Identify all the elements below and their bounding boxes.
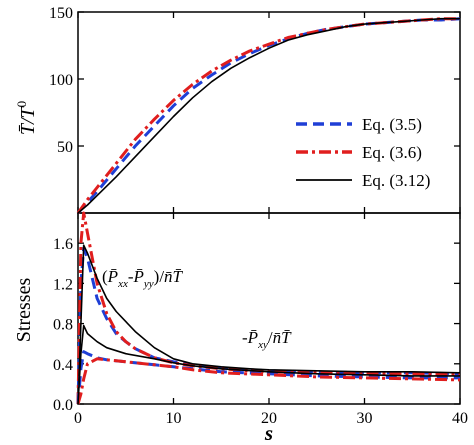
legend-label-eq35: Eq. (3.5) (362, 115, 422, 134)
top-y-tick-label: 100 (49, 72, 73, 89)
top-y-tick-label: 50 (57, 139, 73, 156)
legend: Eq. (3.5) Eq. (3.6) Eq. (3.12) (296, 115, 430, 190)
bottom-series-line-1 (76, 211, 461, 405)
legend-label-eq36: Eq. (3.6) (362, 143, 422, 162)
bottom-axis-ticks: 0 10 20 30 40 0.0 0.4 0.8 1.2 1.6 (53, 213, 468, 427)
svg-text:-P̄xy/n̄T̄: -P̄xy/n̄T̄ (242, 328, 292, 351)
top-axis-ticks: 50 100 150 (49, 5, 461, 213)
bottom-series-line-2 (77, 244, 461, 405)
x-tick-label: 20 (261, 410, 277, 427)
x-tick-label: 40 (452, 410, 468, 427)
x-tick-label: 10 (166, 410, 182, 427)
legend-label-eq312: Eq. (3.12) (362, 171, 430, 190)
bottom-y-tick-label: 1.6 (53, 236, 73, 253)
top-series-group (76, 17, 461, 214)
bottom-series-line-3 (76, 350, 460, 405)
x-tick-label: 30 (357, 410, 373, 427)
x-axis-label: s (264, 421, 273, 445)
bottom-series-group (76, 211, 461, 405)
bottom-series-line-4 (76, 357, 461, 405)
svg-text:(P̄xx-P̄yy)/n̄T̄: (P̄xx-P̄yy)/n̄T̄ (102, 267, 184, 290)
bottom-y-tick-label: 0.8 (53, 317, 73, 334)
top-y-tick-label: 150 (49, 5, 73, 22)
bottom-y-tick-label: 0.4 (53, 357, 73, 374)
bottom-series-line-5 (77, 324, 460, 405)
top-y-axis-label: T̄/T0 (14, 101, 39, 135)
bottom-y-tick-label: 1.2 (53, 276, 73, 293)
shear-stress-annotation: -P̄xy/n̄T̄ (242, 328, 292, 351)
bottom-y-tick-label: 0.0 (53, 397, 73, 414)
x-tick-label: 0 (74, 410, 82, 427)
normal-stress-annotation: (P̄xx-P̄yy)/n̄T̄ (102, 267, 184, 290)
bottom-y-axis-label: Stresses (13, 278, 35, 343)
top-series-line-2 (77, 17, 460, 214)
